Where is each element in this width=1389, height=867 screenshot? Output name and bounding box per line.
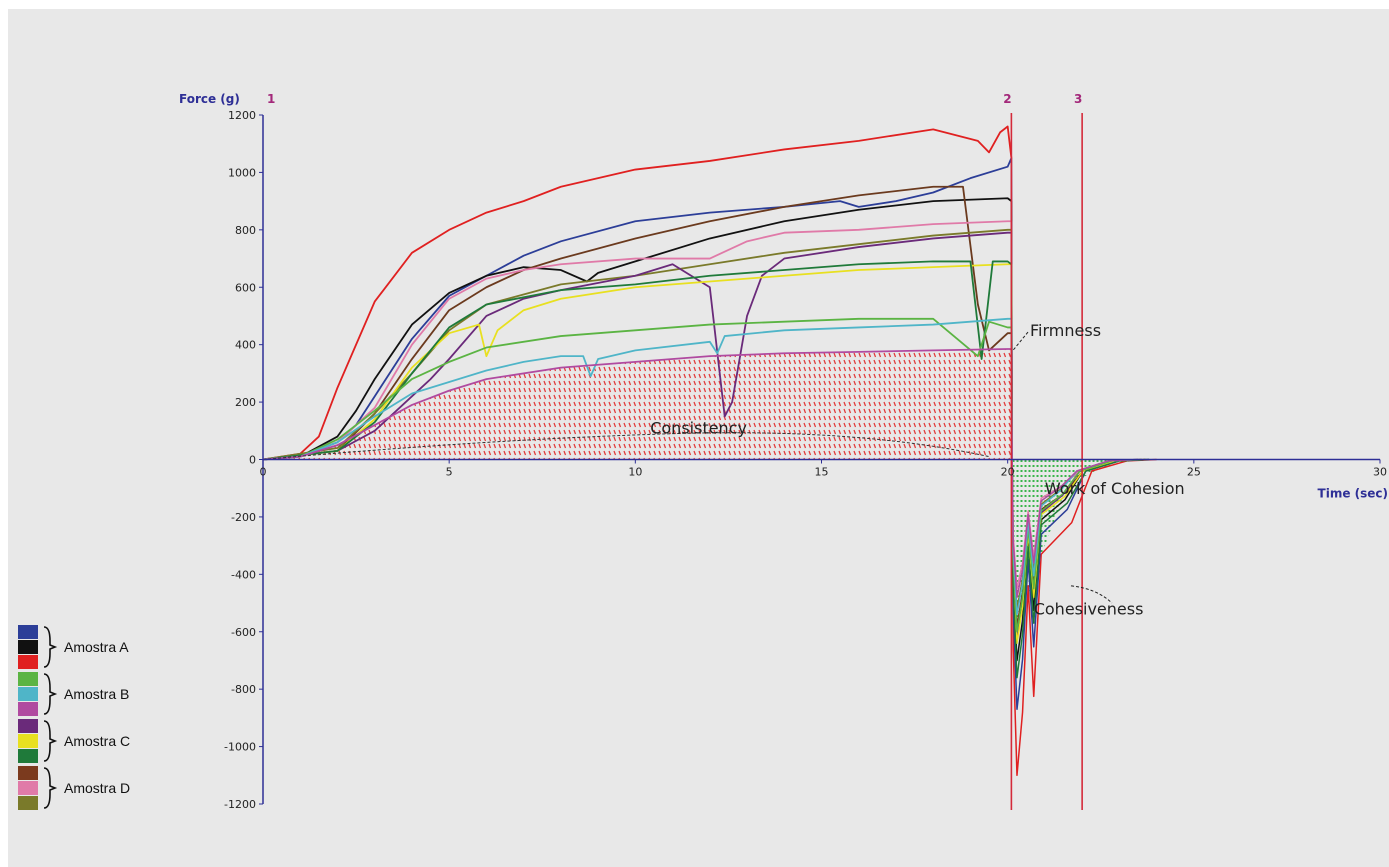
series-line-5 [262, 228, 1012, 461]
legend-swatch [18, 672, 38, 686]
legend-swatch [18, 687, 38, 701]
series-line-6 [262, 231, 1012, 461]
series-line-4 [262, 220, 1012, 461]
series-line-7 [262, 263, 1012, 461]
series-line-0 [262, 125, 1013, 461]
legend-swatch [18, 781, 38, 795]
legend-label: Amostra C [64, 733, 130, 749]
x-tick-label: 30 [1373, 466, 1387, 479]
legend-swatch [18, 625, 38, 639]
series-line-1 [262, 157, 1013, 461]
legend-label: Amostra A [64, 639, 129, 655]
marker-label-1: 1 [267, 92, 275, 106]
legend-label: Amostra B [64, 686, 129, 702]
marker-lines: 1 2 3 [267, 92, 1083, 810]
consistency-area [263, 348, 1012, 460]
annotations: Firmness Consistency Work of Cohesion Cohes… [650, 321, 1184, 618]
series-negative-1 [1010, 158, 1150, 711]
legend-swatch [18, 766, 38, 780]
series-line-3 [262, 185, 1012, 461]
axes: 120010008006004002000-200-400-600-800-10… [179, 92, 1388, 811]
y-tick-label: -200 [231, 511, 256, 524]
firmness-leader [1012, 331, 1029, 351]
y-tick-label: -400 [231, 568, 256, 581]
consistency-dashed-curve [262, 432, 990, 460]
legend: Amostra A Amostra B Amostra C Amostra D [18, 625, 130, 810]
cohesiveness-leader [1070, 585, 1113, 604]
legend-swatch [18, 640, 38, 654]
legend-label: Amostra D [64, 780, 130, 796]
y-tick-label: 1200 [228, 109, 256, 122]
legend-brace [43, 673, 58, 715]
legend-swatch [18, 719, 38, 733]
x-tick-label: 15 [815, 466, 829, 479]
x-tick-label: 10 [628, 466, 642, 479]
y-tick-label: 200 [235, 396, 256, 409]
x-tick-label: 0 [260, 466, 267, 479]
y-tick-label: -1000 [224, 741, 256, 754]
x-axis-title: Time (sec) [1318, 487, 1388, 501]
y-tick-label: 0 [249, 454, 256, 467]
legend-swatch [18, 655, 38, 669]
y-tick-label: -600 [231, 626, 256, 639]
legend-swatch [18, 702, 38, 716]
legend-brace [43, 767, 58, 809]
series-line-10 [262, 317, 1012, 461]
series-line-2 [262, 197, 1012, 461]
legend-brace [43, 720, 58, 762]
y-tick-label: 400 [235, 339, 256, 352]
marker-label-3: 3 [1074, 92, 1082, 106]
series-line-9 [262, 317, 1012, 461]
y-tick-label: 800 [235, 224, 256, 237]
series-line-11 [262, 348, 1012, 461]
y-tick-label: -800 [231, 683, 256, 696]
x-tick-label: 20 [1001, 466, 1015, 479]
legend-swatch [18, 796, 38, 810]
annotation-label: Firmness [1030, 321, 1101, 340]
legend-swatch [18, 749, 38, 763]
marker-label-2: 2 [1003, 92, 1011, 106]
annotation-label: Cohesiveness [1034, 600, 1144, 619]
y-tick-label: 600 [235, 281, 256, 294]
x-tick-label: 5 [446, 466, 453, 479]
x-tick-label: 25 [1187, 466, 1201, 479]
y-tick-label: 1000 [228, 166, 256, 179]
annotation-label: Work of Cohesion [1045, 479, 1185, 498]
legend-brace [43, 626, 58, 668]
y-tick-label: -1200 [224, 798, 256, 811]
legend-swatch [18, 734, 38, 748]
y-axis-title: Force (g) [179, 92, 240, 106]
annotation-label: Consistency [650, 419, 747, 438]
